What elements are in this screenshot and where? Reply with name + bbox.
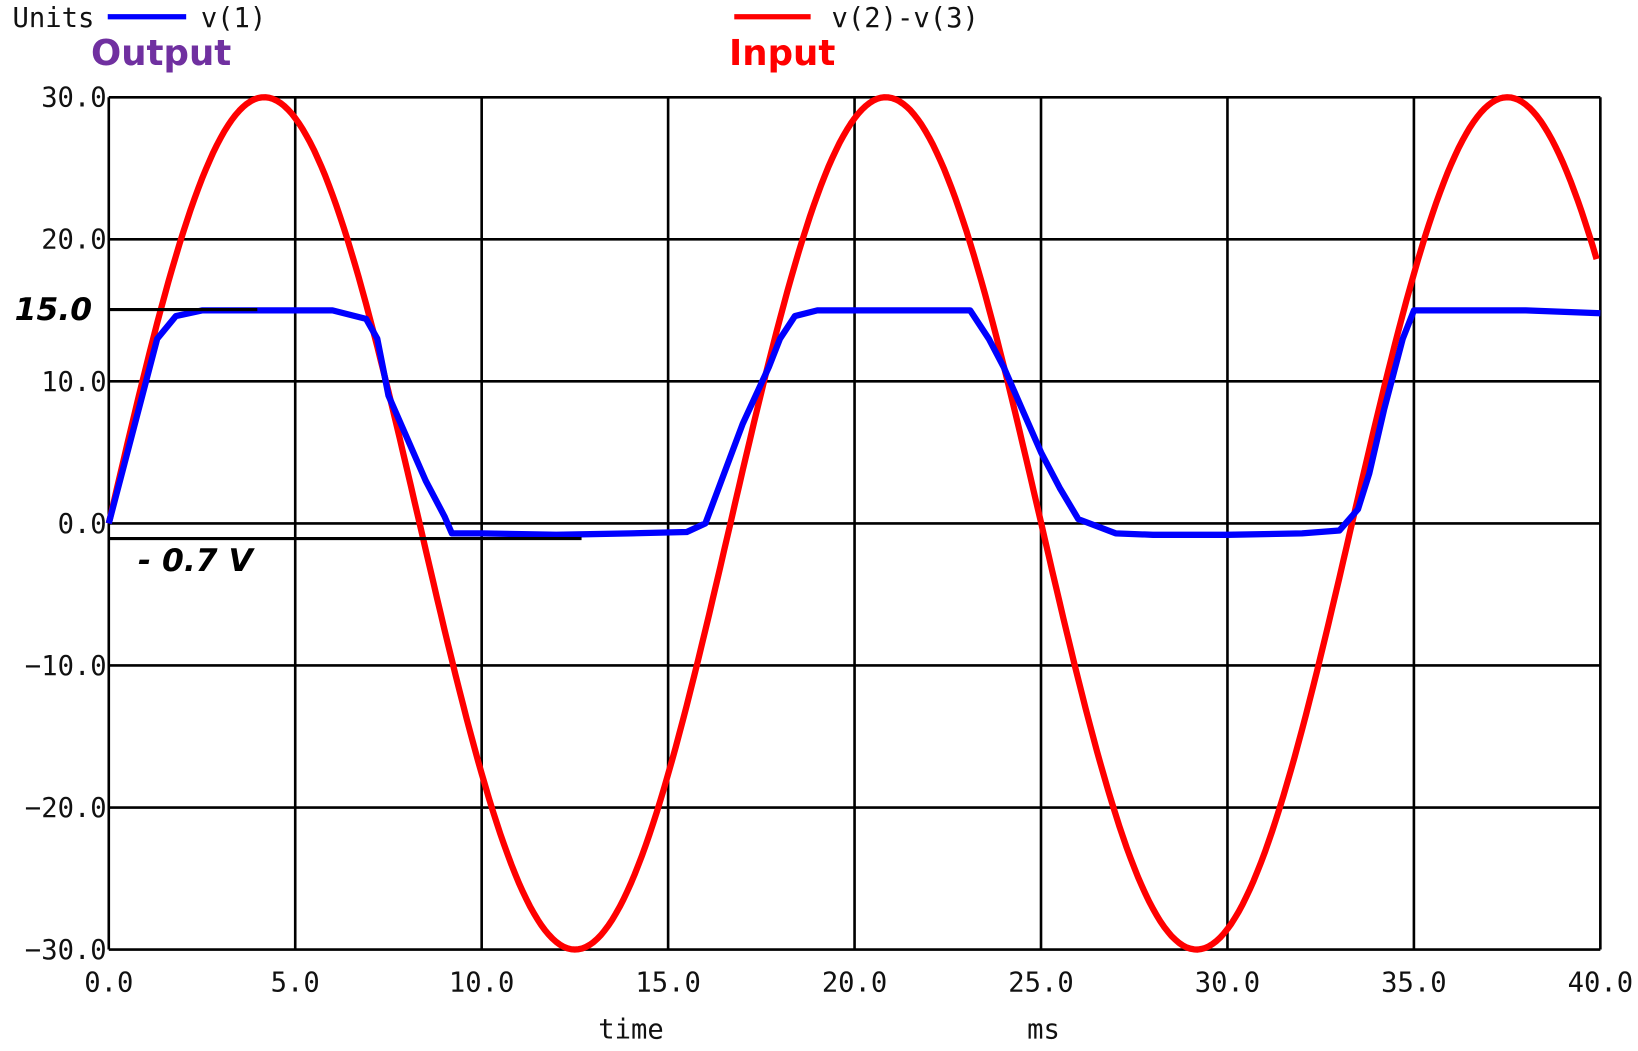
x-tick-label: 5.0 xyxy=(271,967,320,998)
output-waveform xyxy=(105,307,1601,538)
legend-series1-name: v(1) xyxy=(201,3,266,34)
input-label: Input xyxy=(729,33,835,74)
clip-low-annotation: - 0.7 V xyxy=(138,543,255,579)
clip-high-annotation: 15.0 xyxy=(15,292,92,328)
y-tick-label: −30.0 xyxy=(25,935,107,966)
y-tick-label: −10.0 xyxy=(25,651,107,682)
input-waveform xyxy=(105,94,1600,953)
y-tick-label: 30.0 xyxy=(41,83,106,114)
x-axis-unit: ms xyxy=(1027,1014,1060,1045)
x-tick-label: 35.0 xyxy=(1381,967,1446,998)
x-tick-label: 15.0 xyxy=(635,967,700,998)
x-axis-ticks: 0.0 5.0 10.0 15.0 20.0 25.0 30.0 35.0 40.0 xyxy=(84,967,1633,998)
x-tick-label: 40.0 xyxy=(1568,967,1633,998)
y-tick-label: 10.0 xyxy=(41,367,106,398)
x-tick-label: 20.0 xyxy=(822,967,887,998)
units-label: Units xyxy=(13,3,95,34)
x-tick-label: 0.0 xyxy=(84,967,133,998)
x-tick-label: 25.0 xyxy=(1008,967,1073,998)
legend: Units v(1) Output v(2)-v(3) Input xyxy=(13,3,979,74)
legend-series2-name: v(2)-v(3) xyxy=(832,3,979,34)
x-tick-label: 30.0 xyxy=(1195,967,1260,998)
output-label: Output xyxy=(91,33,231,74)
x-axis-label: time xyxy=(598,1014,663,1045)
y-axis-ticks: 30.0 20.0 10.0 0.0 −10.0 −20.0 −30.0 xyxy=(25,83,107,966)
x-tick-label: 10.0 xyxy=(449,967,514,998)
y-tick-label: −20.0 xyxy=(25,793,107,824)
y-tick-label: 0.0 xyxy=(58,509,107,540)
grid xyxy=(107,95,1602,951)
y-tick-label: 20.0 xyxy=(41,225,106,256)
